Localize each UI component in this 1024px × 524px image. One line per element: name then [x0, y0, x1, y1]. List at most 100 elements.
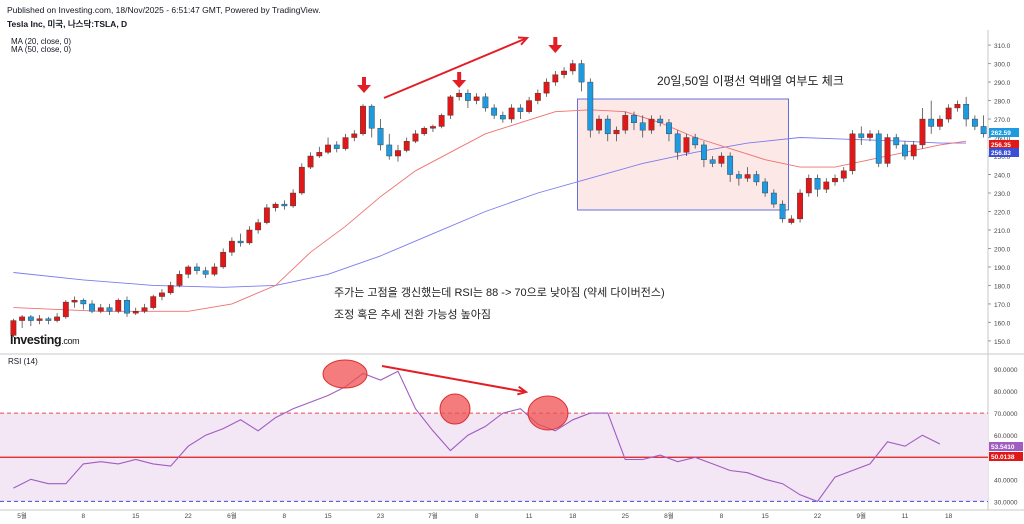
candle-body	[902, 144, 908, 157]
candle-body	[62, 301, 69, 318]
symbol-title: Tesla Inc, 미국, 나스닥:TSLA, D	[7, 19, 128, 29]
candle	[141, 303, 148, 314]
candle	[159, 289, 165, 301]
candle	[211, 263, 218, 277]
candle	[954, 100, 961, 112]
candle	[928, 100, 935, 134]
candle-body	[71, 300, 78, 303]
candle-body	[255, 222, 262, 231]
candle-body	[840, 170, 847, 179]
candle-body	[456, 92, 463, 98]
candle	[351, 130, 358, 142]
candle-body	[464, 92, 471, 101]
candle	[884, 133, 891, 168]
candle-body	[919, 118, 926, 146]
time-tick-label: 22	[814, 513, 822, 520]
candle-body	[937, 118, 943, 127]
candle-body	[272, 203, 279, 208]
time-tick-label: 15	[761, 513, 769, 520]
candle	[692, 133, 699, 149]
candle-body	[194, 266, 200, 271]
rsi-peak-highlight	[439, 393, 471, 425]
candle	[421, 126, 428, 136]
candle	[386, 133, 393, 160]
candle-body	[534, 92, 541, 101]
candle	[735, 170, 742, 186]
rsi-tick-label: 90.0000	[994, 367, 1018, 374]
box-title-annotation: 20일,50일 이평선 역배열 여부도 체크	[657, 74, 844, 88]
rsi-badge: 50.0138	[989, 452, 1023, 461]
trend-change-annotation: 조정 혹은 추세 전환 가능성 높아짐	[334, 309, 491, 321]
down-arrow-icon	[357, 77, 372, 93]
candle	[797, 189, 803, 223]
time-tick-label: 8	[720, 513, 724, 520]
candle	[220, 248, 227, 269]
time-tick-label: 6월	[227, 511, 237, 520]
candle-body	[945, 107, 952, 120]
candle	[788, 215, 795, 225]
candle	[805, 174, 812, 197]
candle	[464, 89, 471, 108]
price-tick-label: 240.0	[994, 173, 1011, 180]
candle	[333, 141, 340, 153]
candle-body	[412, 133, 419, 142]
price-tick-label: 170.0	[994, 302, 1011, 309]
candle-body	[115, 300, 122, 312]
candle	[631, 111, 637, 131]
candle	[937, 115, 943, 131]
candle-body	[220, 251, 227, 268]
candle-body	[543, 81, 550, 94]
candle-body	[430, 126, 436, 129]
candle	[281, 200, 288, 210]
candle	[342, 133, 349, 151]
price-badge-bg	[989, 140, 1019, 149]
investing-logo: Investing.com	[10, 333, 80, 347]
candle-body	[718, 155, 725, 164]
candle-body	[54, 316, 60, 321]
time-tick-label: 22	[185, 513, 193, 520]
candle	[910, 141, 917, 160]
candle	[228, 237, 235, 256]
candle-body	[124, 300, 130, 314]
candle-body	[587, 81, 594, 131]
candle-body	[167, 285, 174, 294]
candle	[185, 265, 192, 279]
rsi-tick-label: 40.0000	[994, 477, 1018, 484]
candle	[919, 107, 926, 149]
candle	[167, 281, 174, 295]
rsi-pane: 30.000040.000050.000060.000070.000080.00…	[0, 367, 1023, 520]
candle-body	[27, 316, 34, 321]
candle-body	[298, 166, 305, 194]
price-badge-value: 262.59	[991, 130, 1011, 137]
candle-body	[928, 118, 935, 127]
candle	[54, 313, 60, 323]
candle	[744, 167, 751, 182]
candle-body	[762, 181, 769, 194]
time-tick-label: 18	[569, 513, 577, 520]
candle	[534, 89, 541, 105]
down-arrow-icon	[452, 72, 467, 88]
price-pane: 150.0 160.0 170.0 180.0 190.0 200.0 210.0 220.0…	[0, 30, 1024, 511]
candle	[150, 294, 157, 310]
time-tick-label: 23	[377, 513, 385, 520]
candle-body	[648, 118, 655, 131]
candle-body	[508, 107, 515, 120]
time-tick-label: 8	[81, 513, 85, 520]
candle	[246, 226, 253, 245]
candle-body	[438, 115, 445, 127]
candle	[893, 133, 900, 149]
candle-body	[552, 74, 559, 83]
candle-body	[89, 303, 95, 312]
candle	[587, 78, 594, 138]
price-tick-label: 220.0	[994, 209, 1011, 216]
price-badge: 256.83	[989, 148, 1019, 157]
candle	[613, 126, 620, 142]
candle-body	[823, 181, 830, 190]
candle	[823, 178, 830, 193]
rsi-badge-value: 53.5410	[991, 444, 1015, 451]
candle	[290, 189, 296, 208]
candle	[552, 70, 559, 86]
candle-body	[10, 320, 17, 336]
time-tick-label: 15	[324, 513, 332, 520]
